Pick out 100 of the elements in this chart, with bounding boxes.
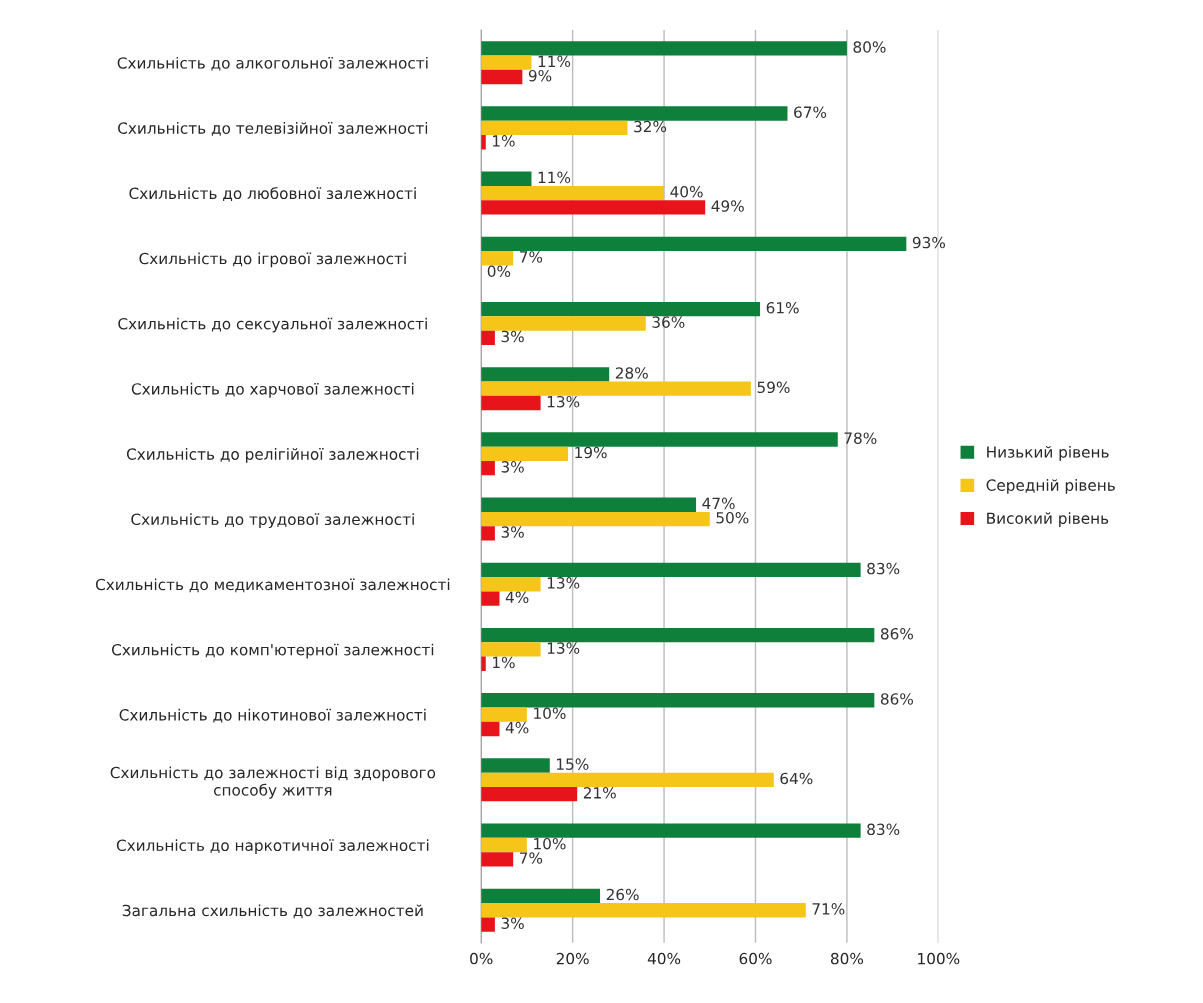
bar: [481, 106, 788, 121]
y-tick-label: Загальна схильність до залежностей: [122, 904, 423, 919]
bar: [481, 823, 861, 838]
data-label: 86%: [880, 627, 914, 640]
data-label: 3%: [501, 330, 524, 343]
data-label: 19%: [575, 446, 607, 459]
data-label: 40%: [670, 185, 703, 198]
data-label: 32%: [634, 120, 667, 133]
bar: [481, 446, 569, 462]
y-tick-label: Схильність до трудової залежності: [131, 513, 414, 529]
data-label: 11%: [538, 171, 571, 184]
data-label: 0%: [487, 265, 511, 278]
y-tick-label: Схильність до сексуальної залежності: [118, 317, 427, 333]
y-tick-label: Схильність до телевізійної залежності: [118, 122, 428, 136]
data-label: 3%: [501, 461, 524, 473]
legend-label: Високий рівень: [987, 512, 1109, 527]
legend-label: Середній рівень: [986, 479, 1115, 494]
bar: [481, 185, 665, 201]
bar: [481, 888, 601, 904]
data-label: 13%: [547, 642, 580, 654]
bar: [481, 171, 532, 186]
y-tick-label: Схильність до ігрової залежності: [139, 252, 406, 268]
data-label: 1%: [493, 135, 515, 147]
y-tick-label: Схильність до алкогольної залежності: [117, 56, 428, 71]
data-label: 83%: [867, 562, 900, 575]
data-label: 28%: [615, 367, 648, 379]
data-label: 7%: [520, 852, 543, 864]
data-label: 13%: [547, 577, 580, 589]
y-tick-label: Схильність до наркотичної залежності: [116, 839, 429, 855]
bar: [481, 236, 907, 252]
x-tick-label: 100%: [918, 952, 960, 965]
bar: [481, 721, 500, 737]
data-label: 49%: [711, 200, 744, 212]
x-tick-label: 60%: [739, 952, 772, 965]
bar: [481, 432, 838, 447]
data-label: 3%: [501, 526, 524, 538]
data-label: 1%: [493, 656, 515, 669]
data-label: 47%: [702, 497, 735, 510]
y-tick-label: Схильність до комп'ютерної залежності: [112, 643, 434, 659]
bar: [481, 251, 514, 266]
bar: [481, 120, 628, 136]
bar: [481, 707, 527, 722]
bar: [481, 367, 610, 382]
bar: [481, 301, 761, 317]
data-label: 10%: [534, 707, 566, 720]
data-label: 59%: [757, 381, 790, 394]
x-tick-label: 80%: [830, 952, 864, 965]
bar: [481, 577, 541, 592]
bar: [481, 316, 646, 331]
y-tick-label: Схильність до релігійної залежності: [126, 448, 419, 463]
bar: [481, 562, 861, 578]
bar: [481, 330, 495, 345]
data-label: 61%: [766, 302, 799, 314]
bar: [481, 526, 495, 541]
bar: [481, 41, 847, 56]
data-label: 10%: [534, 837, 566, 850]
data-label: 3%: [501, 917, 524, 929]
bar: [481, 852, 514, 867]
x-tick-label: 0%: [470, 952, 493, 965]
data-label: 67%: [794, 106, 827, 118]
bar: [481, 381, 751, 396]
bar: [481, 627, 875, 643]
data-label: 15%: [557, 758, 589, 770]
bar: [481, 395, 541, 411]
data-label: 11%: [538, 55, 571, 68]
data-label: 86%: [880, 693, 914, 705]
x-tick-label: 20%: [556, 952, 589, 965]
data-label: 83%: [867, 823, 900, 836]
data-label: 21%: [583, 787, 616, 799]
bar: [481, 461, 495, 476]
y-tick-label: Схильність до медикаментозної залежності: [95, 578, 450, 593]
data-label: 26%: [606, 888, 639, 901]
bar: [481, 758, 550, 773]
bar: [481, 917, 495, 932]
data-label: 71%: [812, 903, 845, 915]
y-tick-label: Схильність до нікотинової залежності: [119, 708, 426, 723]
bar: [481, 55, 532, 70]
data-label: 36%: [652, 316, 685, 328]
legend-label: Низький рівень: [987, 445, 1109, 461]
bar: [481, 69, 523, 85]
bar: [481, 511, 710, 527]
x-tick-label: 40%: [647, 952, 681, 965]
bar: [481, 200, 706, 215]
bar: [481, 837, 527, 853]
bar: [481, 787, 578, 802]
data-label: 93%: [912, 236, 946, 249]
data-label: 78%: [844, 432, 877, 444]
bar: [481, 903, 806, 918]
data-label: 4%: [505, 721, 529, 734]
data-label: 80%: [853, 41, 886, 53]
data-label: 9%: [528, 69, 552, 82]
bar: [481, 772, 774, 787]
y-tick-label: Схильність до харчової залежності: [131, 382, 414, 398]
data-label: 4%: [505, 591, 529, 604]
data-label: 64%: [780, 772, 813, 785]
bar: [481, 497, 697, 512]
y-tick-label: Схильність до залежності від здорового способу життя: [110, 766, 436, 799]
data-label: 7%: [520, 251, 543, 263]
y-tick-label: Схильність до любовної залежності: [129, 187, 416, 201]
data-label: 13%: [547, 395, 580, 408]
